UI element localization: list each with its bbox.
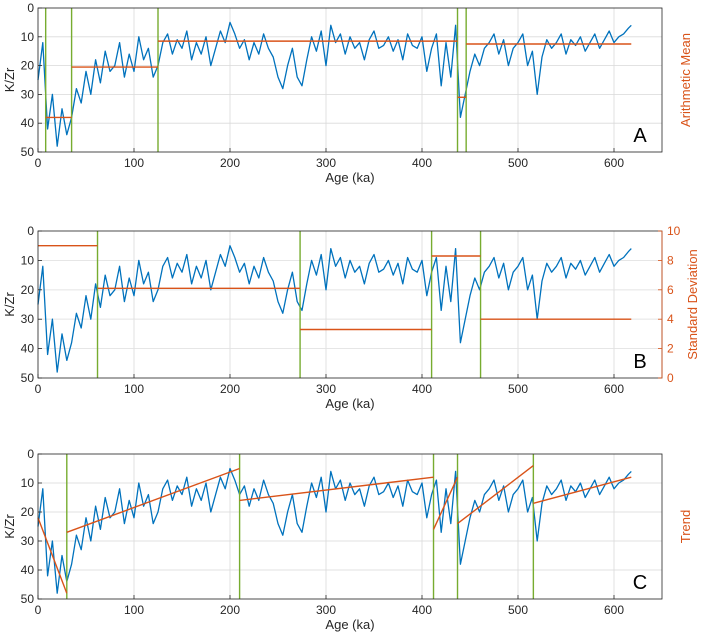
fit-segment [37, 517, 68, 594]
x-tick-label: 500 [508, 156, 528, 170]
panel-letter: A [633, 125, 647, 147]
x-tick-label: 600 [604, 156, 624, 170]
x-tick-label: 500 [508, 382, 528, 396]
right-tick-label: 8 [667, 253, 674, 267]
right-tick-label: 2 [667, 342, 674, 356]
axes-box [37, 453, 663, 600]
x-axis-label: Age (ka) [325, 170, 374, 185]
y-tick-label: 20 [21, 59, 35, 73]
y-tick-label: 10 [21, 476, 35, 490]
y-tick-label: 30 [21, 534, 35, 548]
y-tick-label: 10 [21, 30, 35, 44]
y-tick-label: 30 [21, 87, 35, 101]
y-tick-label: 10 [21, 253, 35, 267]
x-tick-label: 0 [35, 603, 42, 617]
y-tick-label: 0 [27, 224, 34, 238]
x-tick-label: 100 [124, 382, 144, 396]
y-tick-label: 50 [21, 371, 35, 385]
y-tick-label: 30 [21, 312, 35, 326]
x-tick-label: 300 [316, 156, 336, 170]
fit-segment [239, 476, 434, 502]
y-tick-label: 20 [21, 283, 35, 297]
fit-segment [432, 476, 459, 530]
y-axis-label: K/Zr [2, 67, 17, 92]
right-axis-label: Arithmetic Mean [678, 33, 693, 127]
x-tick-label: 300 [316, 382, 336, 396]
x-axis-label: Age (ka) [325, 396, 374, 411]
x-tick-label: 100 [124, 603, 144, 617]
x-tick-label: 300 [316, 603, 336, 617]
right-axis-label: Standard Deviation [685, 249, 700, 360]
right-tick-label: 0 [667, 371, 674, 385]
x-tick-label: 200 [220, 156, 240, 170]
y-tick-label: 50 [21, 145, 35, 159]
axes-box [37, 7, 663, 153]
x-tick-label: 600 [604, 382, 624, 396]
y-tick-label: 0 [27, 447, 34, 461]
panel-a: 0 100 200 300 400 500 600 0 10 20 30 40 50 Age (ka) K/… [2, 1, 693, 185]
y-tick-label: 40 [21, 342, 35, 356]
y-tick-label: 40 [21, 563, 35, 577]
panel-c: 0 100 200 300 400 500 600 0 10 20 30 40 50 Age (ka) K/… [2, 447, 693, 632]
kzr-series-line [37, 21, 632, 147]
panel-letter: B [633, 351, 646, 373]
y-tick-label: 50 [21, 592, 35, 606]
right-tick-label: 10 [667, 224, 681, 238]
y-tick-label: 40 [21, 116, 35, 130]
x-tick-label: 500 [508, 603, 528, 617]
x-tick-label: 400 [412, 156, 432, 170]
x-tick-label: 400 [412, 382, 432, 396]
x-tick-label: 0 [35, 382, 42, 396]
plot-area [38, 8, 662, 152]
fit-segment [533, 476, 632, 504]
x-tick-label: 600 [604, 603, 624, 617]
x-tick-label: 400 [412, 603, 432, 617]
right-tick-label: 4 [667, 312, 674, 326]
panel-letter: C [633, 572, 647, 594]
y-axis-label: K/Zr [2, 292, 17, 317]
x-tick-label: 200 [220, 382, 240, 396]
kzr-series-line [37, 245, 632, 373]
x-tick-label: 0 [35, 156, 42, 170]
y-axis-label: K/Zr [2, 514, 17, 539]
plot-area [38, 454, 662, 599]
right-axis-label: Trend [678, 510, 693, 543]
fit-segment [66, 467, 240, 533]
right-tick-label: 6 [667, 283, 674, 297]
x-tick-label: 100 [124, 156, 144, 170]
fit-segment [457, 465, 534, 525]
plot-area [38, 231, 662, 378]
x-tick-label: 200 [220, 603, 240, 617]
y-tick-label: 0 [27, 1, 34, 15]
y-tick-label: 20 [21, 505, 35, 519]
x-axis-label: Age (ka) [325, 617, 374, 632]
